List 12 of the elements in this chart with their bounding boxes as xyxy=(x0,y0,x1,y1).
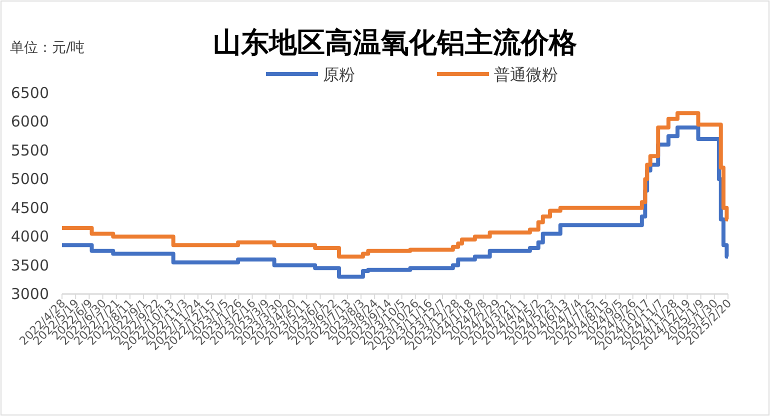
chart-title: 山东地区高温氧化铝主流价格 xyxy=(213,27,577,59)
y-tick-label: 3500 xyxy=(10,256,49,274)
y-tick-label: 4000 xyxy=(10,228,49,246)
y-tick-label: 5000 xyxy=(10,170,49,188)
legend-label: 普通微粉 xyxy=(494,65,558,84)
y-tick-label: 4500 xyxy=(10,198,49,217)
y-tick-label: 6500 xyxy=(10,84,49,102)
y-tick-label: 5500 xyxy=(10,141,49,160)
y-tick-label: 6000 xyxy=(10,112,49,131)
y-tick-label: 3000 xyxy=(10,285,49,303)
y-axis-title: 单位：元/吨 xyxy=(10,40,85,56)
legend-label: 原粉 xyxy=(323,65,355,84)
